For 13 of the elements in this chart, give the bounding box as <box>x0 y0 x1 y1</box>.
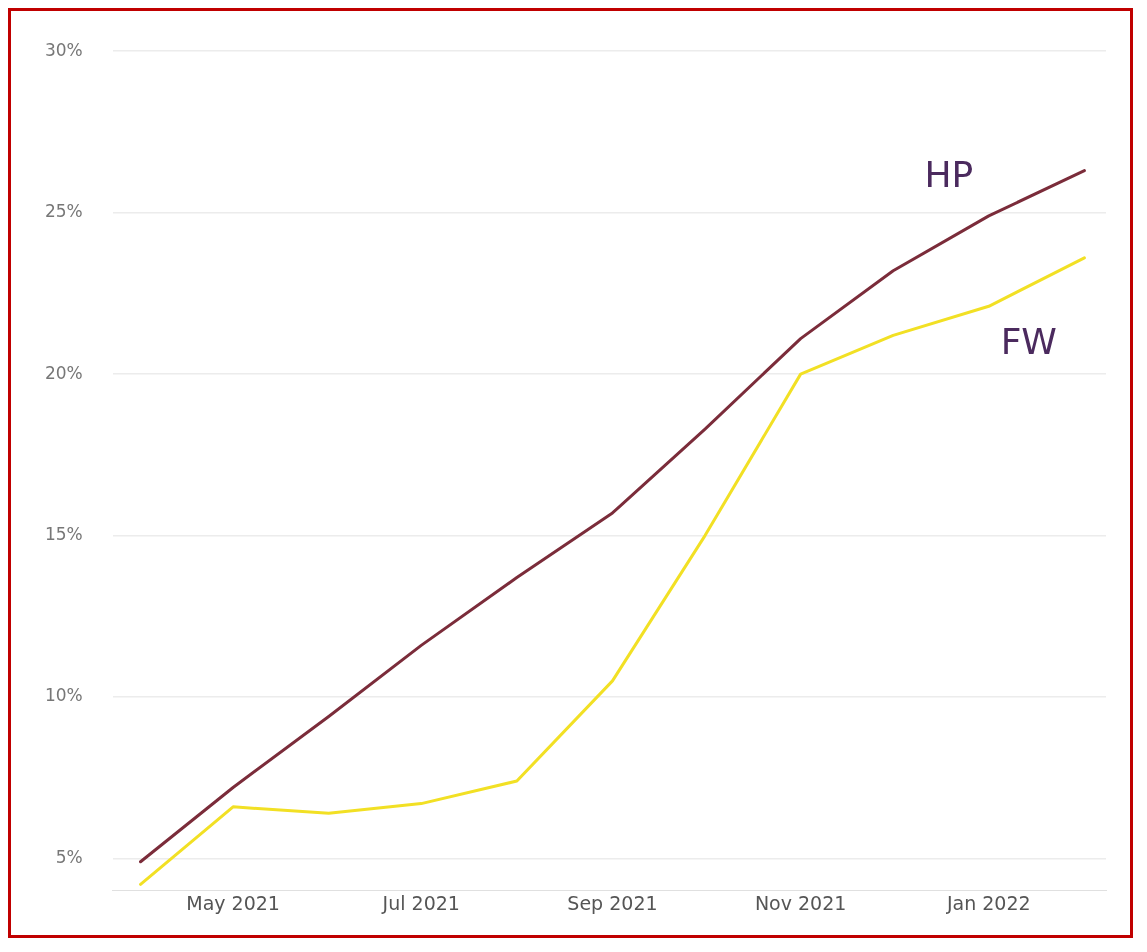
y-tick-label: 10% <box>44 685 83 706</box>
x-tick-label: Jan 2022 <box>945 892 1031 915</box>
series-label: HP <box>924 154 974 196</box>
x-tick-label: Nov 2021 <box>754 892 847 915</box>
series-label: FW <box>1000 320 1057 362</box>
y-tick-label: 30% <box>44 39 83 60</box>
y-tick-label: 5% <box>55 846 83 867</box>
y-tick-label: 15% <box>44 524 83 545</box>
y-tick-label: 20% <box>44 362 83 383</box>
x-tick-label: Sep 2021 <box>567 892 658 915</box>
x-tick-label: May 2021 <box>186 892 280 915</box>
x-tick-label: Jul 2021 <box>381 892 460 915</box>
y-tick-label: 25% <box>44 201 83 222</box>
